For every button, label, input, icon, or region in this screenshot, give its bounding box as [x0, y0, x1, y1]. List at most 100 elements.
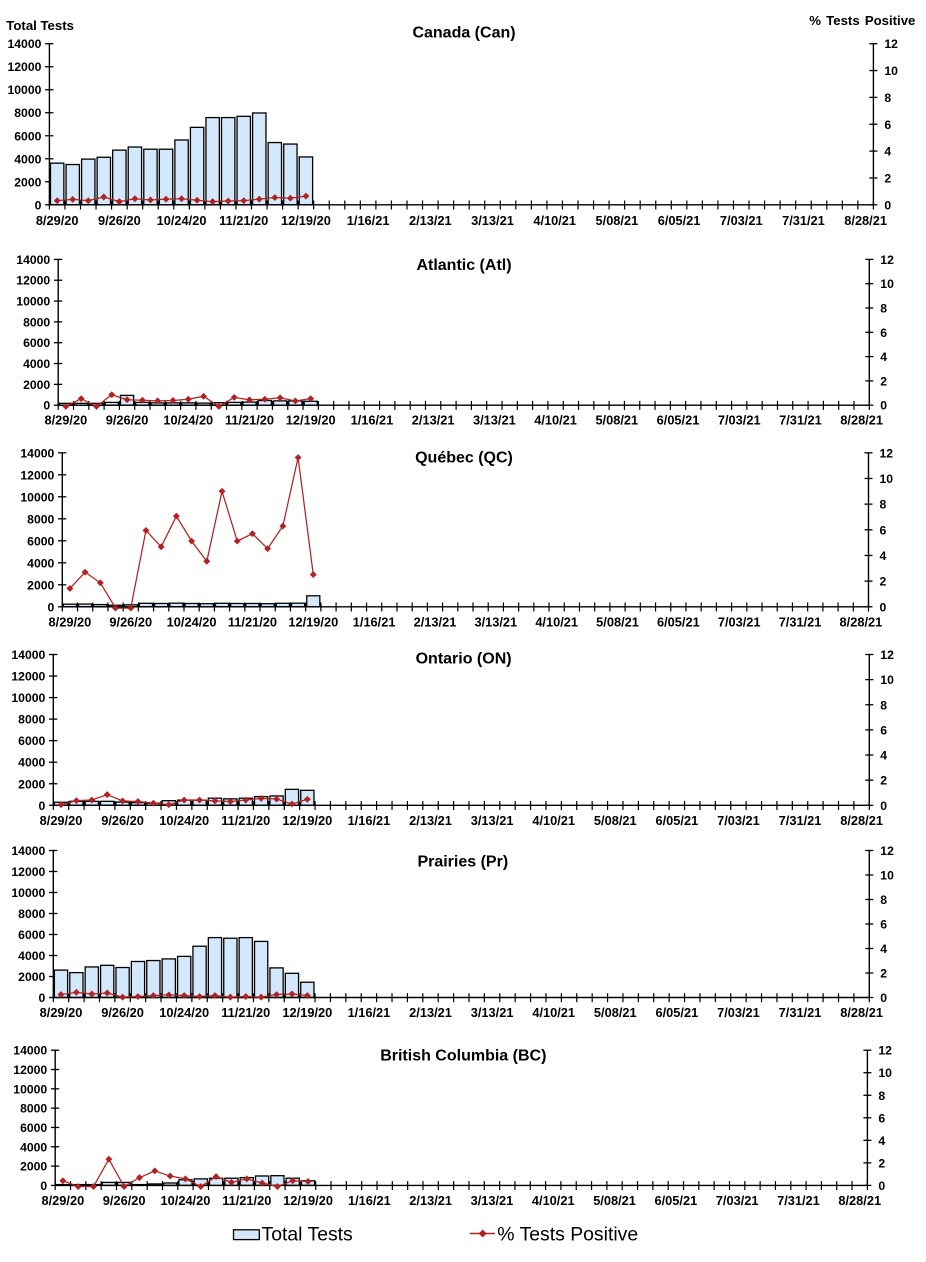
svg-text:9/26/20: 9/26/20	[103, 1193, 146, 1208]
svg-text:6/05/21: 6/05/21	[655, 1005, 698, 1020]
svg-text:4: 4	[878, 1134, 885, 1148]
svg-text:6000: 6000	[23, 336, 50, 350]
svg-text:10: 10	[880, 673, 894, 687]
svg-text:10: 10	[880, 277, 894, 291]
svg-text:12/19/20: 12/19/20	[282, 813, 332, 828]
svg-text:9/26/20: 9/26/20	[101, 1005, 144, 1020]
svg-text:4/10/21: 4/10/21	[534, 413, 577, 428]
svg-text:6/05/21: 6/05/21	[654, 1193, 697, 1208]
svg-text:0: 0	[880, 991, 887, 1005]
svg-text:5/08/21: 5/08/21	[593, 1193, 636, 1208]
svg-text:2000: 2000	[18, 970, 45, 984]
svg-text:8: 8	[884, 91, 891, 105]
svg-text:Ontario (ON): Ontario (ON)	[416, 650, 512, 667]
svg-text:4: 4	[880, 749, 887, 763]
svg-text:2/13/21: 2/13/21	[409, 1005, 452, 1020]
svg-text:2: 2	[880, 374, 887, 388]
svg-text:12000: 12000	[20, 468, 54, 482]
svg-text:0: 0	[880, 399, 887, 413]
svg-text:6: 6	[880, 723, 887, 737]
svg-text:8/29/20: 8/29/20	[40, 1005, 83, 1020]
svg-text:8/29/20: 8/29/20	[36, 213, 79, 228]
svg-text:12: 12	[880, 844, 894, 858]
svg-text:12: 12	[884, 37, 898, 51]
svg-text:8000: 8000	[18, 713, 45, 727]
svg-text:11/21/20: 11/21/20	[225, 413, 274, 428]
svg-text:Total Tests: Total Tests	[6, 18, 74, 33]
svg-text:4: 4	[880, 549, 887, 563]
svg-text:12000: 12000	[16, 274, 50, 288]
svg-text:2/13/21: 2/13/21	[409, 213, 452, 228]
svg-text:6000: 6000	[20, 1121, 47, 1135]
svg-text:8/29/20: 8/29/20	[40, 813, 83, 828]
svg-text:1/16/21: 1/16/21	[348, 1193, 391, 1208]
svg-text:Canada (Can): Canada (Can)	[412, 25, 515, 42]
svg-text:British Columbia (BC): British Columbia (BC)	[380, 1047, 546, 1064]
svg-text:7/03/21: 7/03/21	[718, 614, 761, 629]
svg-text:10: 10	[880, 472, 894, 486]
svg-text:4: 4	[884, 145, 891, 159]
svg-text:10: 10	[880, 869, 894, 883]
svg-text:0: 0	[39, 991, 46, 1005]
svg-text:10000: 10000	[8, 83, 42, 97]
svg-text:10/24/20: 10/24/20	[159, 1005, 209, 1020]
svg-text:1/16/21: 1/16/21	[348, 1005, 391, 1020]
svg-text:4000: 4000	[27, 556, 54, 570]
svg-text:8/28/21: 8/28/21	[838, 1193, 881, 1208]
svg-text:8/29/20: 8/29/20	[42, 1193, 85, 1208]
svg-text:14000: 14000	[11, 844, 45, 858]
svg-text:7/03/21: 7/03/21	[716, 1193, 759, 1208]
svg-text:0: 0	[35, 198, 42, 212]
svg-text:7/31/21: 7/31/21	[782, 213, 825, 228]
svg-text:11/21/20: 11/21/20	[219, 213, 268, 228]
svg-text:3/13/21: 3/13/21	[471, 213, 514, 228]
svg-text:6000: 6000	[18, 734, 45, 748]
svg-text:7/31/21: 7/31/21	[777, 1193, 820, 1208]
svg-text:7/03/21: 7/03/21	[717, 1005, 760, 1020]
svg-text:0: 0	[880, 799, 887, 813]
svg-text:6000: 6000	[18, 928, 45, 942]
svg-text:6/05/21: 6/05/21	[657, 413, 700, 428]
svg-text:2000: 2000	[18, 777, 45, 791]
svg-text:2000: 2000	[14, 175, 41, 189]
svg-text:2000: 2000	[27, 578, 54, 592]
svg-text:8/28/21: 8/28/21	[840, 813, 883, 828]
svg-text:4000: 4000	[18, 949, 45, 963]
svg-text:14000: 14000	[11, 648, 45, 662]
svg-text:9/26/20: 9/26/20	[109, 614, 152, 629]
svg-text:14000: 14000	[20, 446, 54, 460]
svg-text:12: 12	[880, 253, 894, 267]
svg-text:12/19/20: 12/19/20	[286, 413, 336, 428]
svg-text:8000: 8000	[18, 907, 45, 921]
svg-text:5/08/21: 5/08/21	[596, 213, 639, 228]
svg-text:6: 6	[884, 118, 891, 132]
svg-text:1/16/21: 1/16/21	[351, 413, 394, 428]
svg-text:3/13/21: 3/13/21	[473, 413, 516, 428]
svg-text:7/03/21: 7/03/21	[720, 213, 763, 228]
svg-text:8000: 8000	[27, 512, 54, 526]
svg-text:10: 10	[884, 64, 898, 78]
svg-text:2: 2	[880, 575, 887, 589]
svg-text:14000: 14000	[16, 253, 50, 267]
svg-text:10/24/20: 10/24/20	[157, 213, 207, 228]
svg-text:12: 12	[880, 648, 894, 662]
svg-text:6000: 6000	[27, 534, 54, 548]
svg-text:7/03/21: 7/03/21	[718, 413, 761, 428]
svg-text:4: 4	[880, 942, 887, 956]
svg-text:6/05/21: 6/05/21	[658, 213, 701, 228]
svg-text:11/21/20: 11/21/20	[222, 1193, 271, 1208]
svg-text:8/29/20: 8/29/20	[49, 614, 92, 629]
svg-text:10/24/20: 10/24/20	[159, 813, 209, 828]
svg-text:10000: 10000	[11, 886, 45, 900]
svg-text:2: 2	[884, 171, 891, 185]
svg-text:0: 0	[48, 600, 55, 614]
svg-text:8/28/21: 8/28/21	[844, 213, 887, 228]
svg-text:12000: 12000	[11, 865, 45, 879]
svg-text:0: 0	[880, 600, 887, 614]
svg-text:12000: 12000	[8, 60, 42, 74]
svg-text:12/19/20: 12/19/20	[281, 213, 331, 228]
svg-text:5/08/21: 5/08/21	[594, 1005, 637, 1020]
svg-text:% Tests Positive: % Tests Positive	[497, 1223, 638, 1245]
svg-text:% Tests Positive: % Tests Positive	[809, 13, 915, 28]
svg-text:12: 12	[878, 1044, 892, 1058]
